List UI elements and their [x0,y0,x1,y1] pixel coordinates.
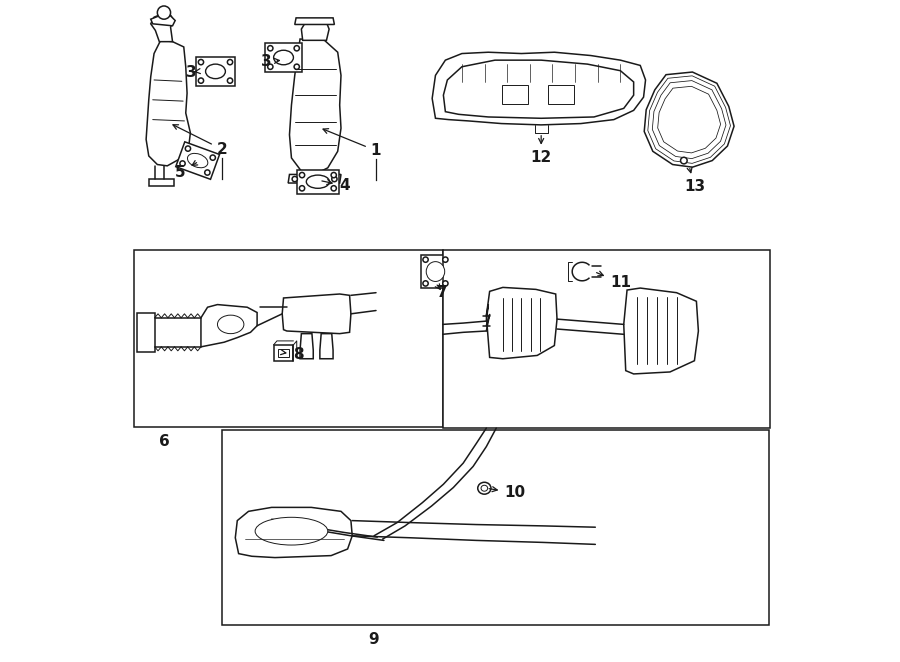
Circle shape [198,78,203,83]
Polygon shape [150,15,176,26]
Bar [222,430,770,625]
Text: 10: 10 [489,485,526,500]
Polygon shape [300,334,313,359]
Circle shape [210,155,215,160]
Text: 7: 7 [436,284,448,300]
Circle shape [423,281,428,286]
Bar [548,85,574,104]
Circle shape [680,158,688,164]
Ellipse shape [274,50,293,65]
Circle shape [294,64,300,70]
Polygon shape [201,305,257,347]
Ellipse shape [187,154,208,167]
Polygon shape [432,52,645,125]
Circle shape [267,46,273,51]
Circle shape [180,161,185,166]
Circle shape [185,146,191,151]
Circle shape [300,185,305,191]
Circle shape [228,78,233,83]
Bar [134,250,443,427]
Polygon shape [265,43,302,72]
Circle shape [198,60,203,65]
Polygon shape [624,288,698,374]
Text: 13: 13 [684,167,705,195]
Circle shape [423,257,428,262]
Circle shape [292,176,297,181]
Ellipse shape [218,315,244,334]
Circle shape [294,46,300,51]
Polygon shape [235,507,352,557]
Text: 3: 3 [185,64,201,79]
Ellipse shape [306,175,329,188]
Polygon shape [295,18,335,24]
Polygon shape [146,40,191,166]
Polygon shape [137,312,155,352]
Circle shape [332,176,337,181]
Polygon shape [288,174,341,183]
Ellipse shape [427,261,445,281]
Text: 2: 2 [173,124,228,157]
Polygon shape [302,19,329,40]
Polygon shape [150,14,174,42]
Ellipse shape [255,517,328,545]
Ellipse shape [205,64,225,79]
Polygon shape [274,345,293,361]
Text: 8: 8 [281,348,303,362]
Text: 1: 1 [323,128,382,158]
Ellipse shape [481,485,488,491]
Polygon shape [486,287,557,359]
Polygon shape [148,179,174,185]
Ellipse shape [478,483,491,494]
Circle shape [158,6,171,19]
Circle shape [267,64,273,70]
Text: 11: 11 [597,271,631,290]
Text: 12: 12 [530,136,552,166]
Circle shape [300,173,305,177]
Polygon shape [290,39,341,174]
Text: 4: 4 [322,178,349,193]
Polygon shape [176,142,220,179]
Polygon shape [644,72,734,167]
Circle shape [331,173,337,177]
Circle shape [331,185,337,191]
Text: 9: 9 [369,632,379,647]
Text: 3: 3 [261,54,279,69]
Polygon shape [421,255,450,288]
Polygon shape [283,294,351,334]
Polygon shape [297,170,339,193]
Circle shape [443,257,448,262]
Circle shape [228,60,233,65]
Polygon shape [195,57,235,86]
Bar [444,250,770,428]
Text: 6: 6 [159,434,170,449]
Bar [501,85,528,104]
Circle shape [204,170,210,175]
Circle shape [443,281,448,286]
Text: 5: 5 [176,161,198,180]
Polygon shape [320,334,333,359]
